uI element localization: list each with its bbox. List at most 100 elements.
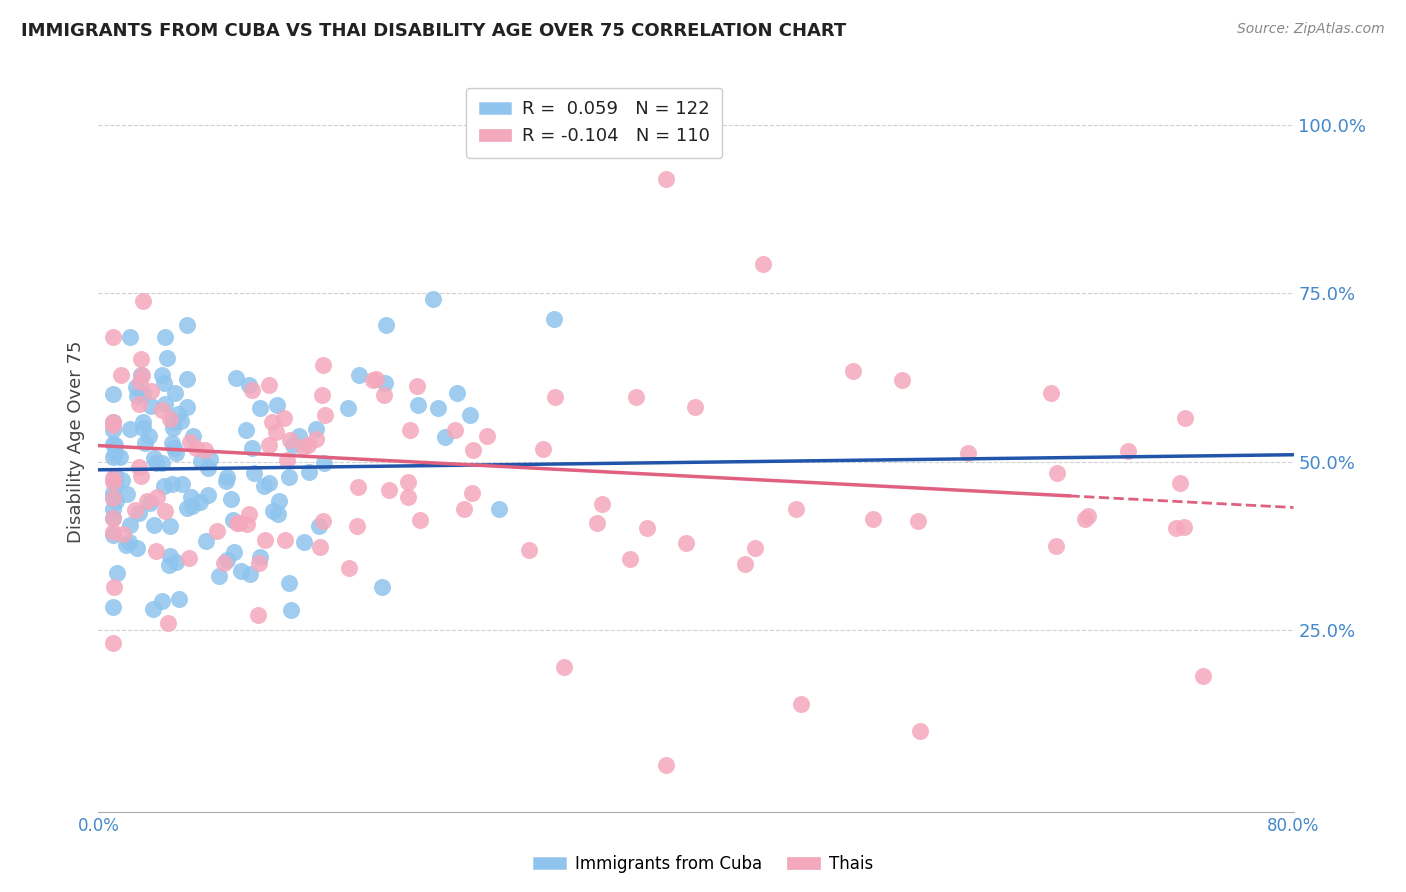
Point	[188, 494, 211, 508]
Point	[247, 607, 270, 622]
Point	[138, 429, 160, 443]
Point	[1168, 475, 1191, 490]
Point	[103, 486, 125, 500]
Point	[165, 555, 187, 569]
Point	[636, 521, 658, 535]
Point	[129, 368, 152, 382]
Point	[127, 389, 149, 403]
Point	[1174, 411, 1197, 425]
Point	[427, 401, 450, 415]
Point	[129, 351, 152, 366]
Point	[312, 515, 335, 529]
Point	[152, 594, 174, 608]
Point	[180, 490, 202, 504]
Point	[373, 388, 395, 402]
Point	[443, 423, 465, 437]
Point	[159, 412, 181, 426]
Point	[103, 423, 125, 437]
Point	[1077, 508, 1099, 523]
Point	[292, 534, 315, 549]
Point	[125, 541, 148, 555]
Point	[308, 519, 330, 533]
Point	[197, 488, 219, 502]
Point	[683, 401, 706, 415]
Point	[1046, 467, 1069, 481]
Point	[163, 441, 186, 455]
Point	[264, 425, 287, 439]
Point	[103, 471, 125, 485]
Point	[247, 556, 270, 570]
Point	[336, 401, 359, 416]
Point	[238, 507, 260, 521]
Point	[305, 432, 328, 446]
Point	[215, 470, 238, 484]
Point	[153, 504, 176, 518]
Point	[1116, 444, 1139, 458]
Point	[118, 535, 141, 549]
Point	[153, 330, 176, 344]
Point	[128, 506, 150, 520]
Point	[262, 504, 284, 518]
Point	[957, 446, 980, 460]
Point	[1040, 386, 1063, 401]
Point	[240, 383, 263, 397]
Point	[162, 415, 184, 429]
Point	[103, 437, 125, 451]
Point	[446, 385, 468, 400]
Point	[162, 421, 184, 435]
Point	[105, 494, 128, 508]
Point	[254, 533, 277, 548]
Legend: R =  0.059   N = 122, R = -0.104   N = 110: R = 0.059 N = 122, R = -0.104 N = 110	[465, 87, 723, 158]
Point	[257, 475, 280, 490]
Point	[103, 386, 125, 401]
Point	[396, 475, 419, 489]
Point	[226, 516, 249, 530]
Point	[287, 428, 309, 442]
Point	[675, 535, 697, 549]
Point	[305, 422, 328, 436]
Point	[141, 384, 163, 398]
Point	[1192, 669, 1215, 683]
Point	[277, 575, 299, 590]
Point	[103, 510, 125, 524]
Point	[153, 376, 176, 391]
Point	[752, 257, 775, 271]
Point	[135, 494, 157, 508]
Point	[103, 636, 125, 650]
Point	[239, 566, 262, 581]
Text: IMMIGRANTS FROM CUBA VS THAI DISABILITY AGE OVER 75 CORRELATION CHART: IMMIGRANTS FROM CUBA VS THAI DISABILITY …	[21, 22, 846, 40]
Point	[249, 401, 271, 415]
Point	[396, 490, 419, 504]
Point	[103, 510, 125, 524]
Legend: Immigrants from Cuba, Thais: Immigrants from Cuba, Thais	[526, 848, 880, 880]
Point	[176, 318, 198, 333]
Point	[120, 518, 142, 533]
Point	[160, 436, 183, 450]
Point	[103, 417, 125, 432]
Point	[103, 475, 125, 490]
Point	[129, 376, 152, 390]
Point	[277, 470, 299, 484]
Point	[228, 516, 250, 530]
Point	[139, 495, 162, 509]
Point	[103, 580, 125, 594]
Point	[103, 491, 125, 505]
Point	[236, 516, 259, 531]
Point	[183, 429, 205, 443]
Point	[167, 591, 190, 606]
Point	[280, 603, 302, 617]
Point	[194, 443, 217, 458]
Point	[208, 569, 231, 583]
Point	[124, 503, 146, 517]
Point	[153, 397, 176, 411]
Point	[134, 435, 156, 450]
Point	[176, 372, 198, 386]
Point	[347, 480, 370, 494]
Point	[103, 330, 125, 344]
Point	[274, 533, 297, 547]
Point	[744, 541, 766, 555]
Point	[257, 438, 280, 452]
Point	[544, 390, 567, 404]
Point	[458, 408, 481, 422]
Point	[219, 492, 242, 507]
